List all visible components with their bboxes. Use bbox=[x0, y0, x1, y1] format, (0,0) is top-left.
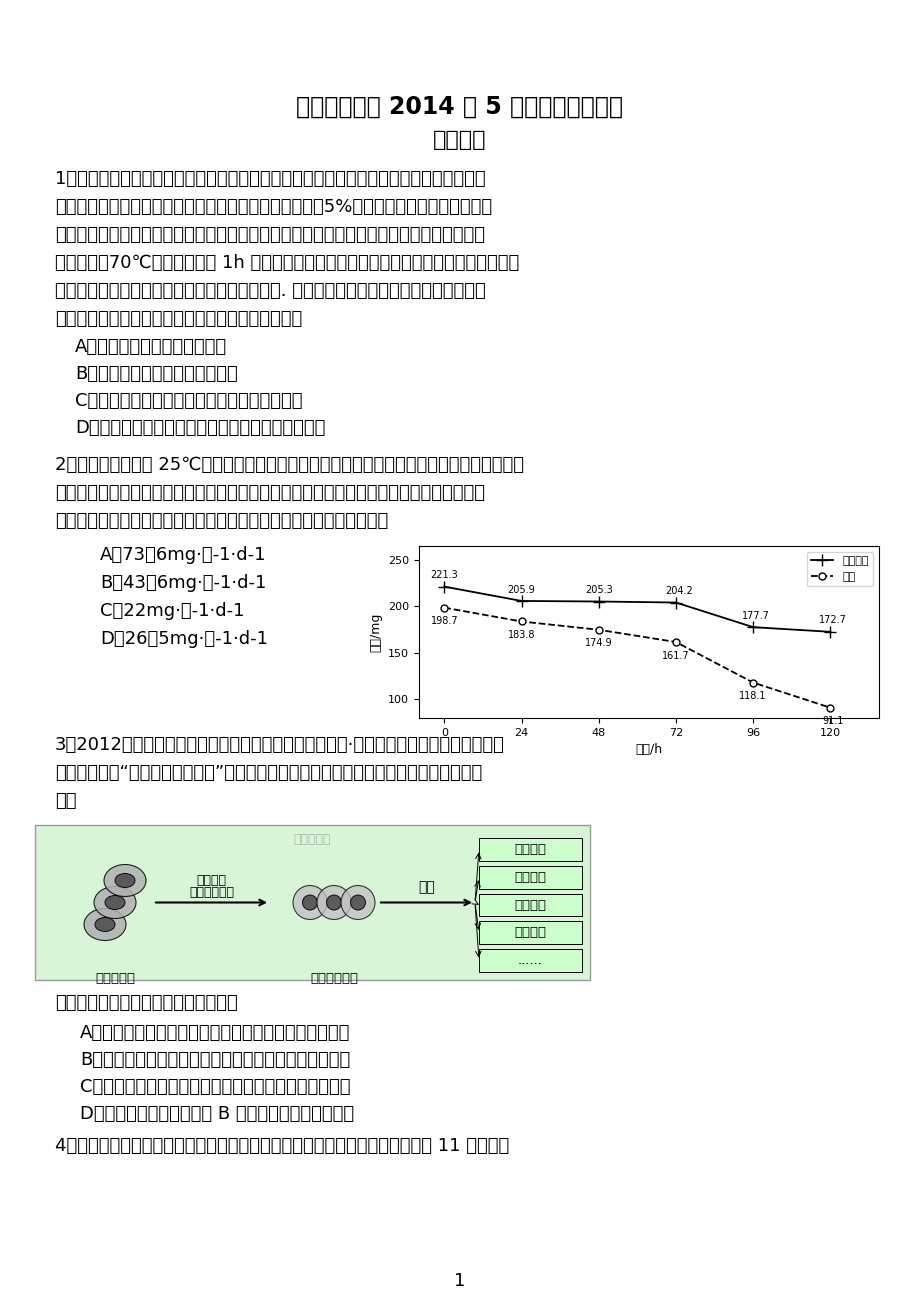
Ellipse shape bbox=[105, 896, 125, 910]
Ellipse shape bbox=[317, 885, 351, 919]
Ellipse shape bbox=[95, 918, 115, 931]
Text: 福建泉港一中 2014 年 5 月高三考前围题卷: 福建泉港一中 2014 年 5 月高三考前围题卷 bbox=[296, 95, 623, 118]
Text: 细胞核重编程: 细胞核重编程 bbox=[188, 887, 233, 900]
Text: 面朝液面，漂浮在液面上，继续放置于暗室里两天，然后把这些叶片放入温水中几分钟后取: 面朝液面，漂浮在液面上，继续放置于暗室里两天，然后把这些叶片放入温水中几分钟后取 bbox=[55, 227, 484, 243]
X-axis label: 时间/h: 时间/h bbox=[634, 743, 662, 756]
Text: 118.1: 118.1 bbox=[739, 691, 766, 702]
Text: 在葡萄糖溶液面上的叶片呈蓝色。推断其原因可能是: 在葡萄糖溶液面上的叶片呈蓝色。推断其原因可能是 bbox=[55, 310, 302, 328]
Ellipse shape bbox=[94, 887, 136, 918]
FancyBboxPatch shape bbox=[35, 825, 589, 980]
FancyBboxPatch shape bbox=[479, 922, 582, 944]
Ellipse shape bbox=[341, 885, 375, 919]
Text: C．22mg·粒-1·d-1: C．22mg·粒-1·d-1 bbox=[100, 602, 244, 620]
Text: 表皮细胞: 表皮细胞 bbox=[514, 842, 546, 855]
Text: 出，再放入70℃的酒精中浸泡 1h 以上。取出叶片放入水中漂洗，再浸入稀磖液中几秒钟后: 出，再放入70℃的酒精中浸泡 1h 以上。取出叶片放入水中漂洗，再浸入稀磖液中几… bbox=[55, 254, 518, 272]
Text: 161.7: 161.7 bbox=[662, 651, 689, 660]
萌发种子 bbox=[670, 595, 681, 611]
Text: 183.8: 183.8 bbox=[507, 630, 535, 641]
萌发种子 bbox=[593, 594, 604, 609]
Text: 1．把带有叶子的枝条插在水中，放置于暗室里两天。用打孔器在取下的叶子上打圆孔。把: 1．把带有叶子的枝条插在水中，放置于暗室里两天。用打孔器在取下的叶子上打圆孔。把 bbox=[55, 171, 485, 187]
Text: 204.2: 204.2 bbox=[664, 586, 692, 596]
Y-axis label: 干重/mg: 干重/mg bbox=[369, 612, 381, 652]
FancyBboxPatch shape bbox=[479, 838, 582, 861]
Text: 1: 1 bbox=[454, 1272, 465, 1290]
Text: 177.7: 177.7 bbox=[742, 611, 769, 621]
Text: C．实验前，叶子已进行了光合作用产生了淠粉: C．实验前，叶子已进行了光合作用产生了淠粉 bbox=[75, 392, 302, 410]
Text: 所得的叶子圆片分为两等份，一份放在水中，另一份放入5%的葡萄糖溶液中，并让叶片背: 所得的叶子圆片分为两等份，一份放在水中，另一份放入5%的葡萄糖溶液中，并让叶片背 bbox=[55, 198, 492, 216]
Text: 图。: 图。 bbox=[55, 792, 76, 810]
萌发种子 bbox=[824, 624, 835, 639]
Text: 心肌细胞: 心肌细胞 bbox=[514, 871, 546, 884]
Legend: 萌发种子, 胚乳: 萌发种子, 胚乳 bbox=[806, 552, 872, 586]
Text: 以表彰他们在“细胞核重编程技术”领域做出的革命性贡献。下图为该技术的操作流程模式: 以表彰他们在“细胞核重编程技术”领域做出的革命性贡献。下图为该技术的操作流程模式 bbox=[55, 764, 482, 783]
Text: 胰岛细胞: 胰岛细胞 bbox=[514, 898, 546, 911]
Text: 198.7: 198.7 bbox=[430, 616, 458, 626]
萌发种子 bbox=[438, 579, 449, 595]
Text: 221.3: 221.3 bbox=[430, 570, 458, 581]
胚乳 bbox=[824, 700, 835, 716]
Text: 高考资源网: 高考资源网 bbox=[293, 833, 331, 846]
Ellipse shape bbox=[104, 865, 146, 897]
FancyBboxPatch shape bbox=[479, 893, 582, 917]
Text: B．干细胞分化形成的表皮细胞中染色体数目发生了变化: B．干细胞分化形成的表皮细胞中染色体数目发生了变化 bbox=[80, 1051, 350, 1069]
Text: ......: ...... bbox=[517, 954, 542, 967]
Text: 205.9: 205.9 bbox=[507, 585, 535, 595]
Text: D．实验时，叶片吸收了葡萄糖，并使之转变为淠粉: D．实验时，叶片吸收了葡萄糖，并使之转变为淠粉 bbox=[75, 419, 325, 437]
FancyBboxPatch shape bbox=[479, 866, 582, 888]
Text: 91.1: 91.1 bbox=[822, 716, 843, 727]
Text: 过程中胚乳的部分营养物质转化成幼苗的组成物质，其最大转化速率为: 过程中胚乳的部分营养物质转化成幼苗的组成物质，其最大转化速率为 bbox=[55, 512, 388, 530]
Ellipse shape bbox=[84, 909, 126, 940]
胚乳 bbox=[593, 622, 604, 638]
Text: 一半直接烘干称重，另一半切取胚乳烘干称重，计算每粒的平均干重，结果如图所示。萌发: 一半直接烘干称重，另一半切取胚乳烘干称重，计算每粒的平均干重，结果如图所示。萌发 bbox=[55, 484, 484, 503]
萌发种子 bbox=[516, 594, 527, 609]
Text: A．73．6mg·粒-1·d-1: A．73．6mg·粒-1·d-1 bbox=[100, 546, 267, 564]
Text: B．实验前，叶子已储藏了葡萄糖: B．实验前，叶子已储藏了葡萄糖 bbox=[75, 365, 237, 383]
Text: 取出，用蒸馏水洗去磖液，观察叶片颜色的变化. 浮在水面上的叶片呈白色或浅黄色，而浮: 取出，用蒸馏水洗去磖液，观察叶片颜色的变化. 浮在水面上的叶片呈白色或浅黄色，而… bbox=[55, 283, 485, 299]
Text: A．干细胞的叶綠体、线粒体、细胞核均具有双层膜结构: A．干细胞的叶綠体、线粒体、细胞核均具有双层膜结构 bbox=[80, 1023, 350, 1042]
Ellipse shape bbox=[292, 885, 326, 919]
Text: 据图推断，以下说法正确的是（　　）: 据图推断，以下说法正确的是（ ） bbox=[55, 993, 237, 1012]
Line: 萌发种子: 萌发种子 bbox=[438, 581, 835, 638]
胚乳 bbox=[670, 634, 681, 650]
Text: A．实验前，叶子已储藏了淠粉: A．实验前，叶子已储藏了淠粉 bbox=[75, 339, 227, 355]
FancyBboxPatch shape bbox=[479, 949, 582, 973]
胚乳 bbox=[438, 600, 449, 616]
Text: 生物试卷: 生物试卷 bbox=[433, 130, 486, 150]
Ellipse shape bbox=[350, 894, 365, 910]
Text: 3．2012年诺贝尔生理学或医学奖被授予英国科学家约翰·格登和日本医学教授山中伸弥，: 3．2012年诺贝尔生理学或医学奖被授予英国科学家约翰·格登和日本医学教授山中伸… bbox=[55, 736, 505, 754]
Ellipse shape bbox=[302, 894, 317, 910]
Text: 多功能干细胞: 多功能干细胞 bbox=[310, 973, 357, 986]
Line: 胚乳: 胚乳 bbox=[440, 604, 833, 711]
Text: 172.7: 172.7 bbox=[818, 616, 846, 625]
Text: 4．四倍体西瓜是用秋水仙素处理二倍体西瓜幼苗形成的，其每个染色体组含有 11 条染色体: 4．四倍体西瓜是用秋水仙素处理二倍体西瓜幼苗形成的，其每个染色体组含有 11 条… bbox=[55, 1137, 509, 1155]
Text: B．43．6mg·粒-1·d-1: B．43．6mg·粒-1·d-1 bbox=[100, 574, 267, 592]
Text: D．干细胞用于治疗因胰岛 B 细胞受损而引起的糖尿病: D．干细胞用于治疗因胰岛 B 细胞受损而引起的糖尿病 bbox=[80, 1105, 354, 1124]
胚乳 bbox=[516, 613, 527, 629]
Text: 2．将玉米种子置于 25℃、黑暗、水分适宜的条件下萌发，每天定时取相同数量的萌发种子，: 2．将玉米种子置于 25℃、黑暗、水分适宜的条件下萌发，每天定时取相同数量的萌发… bbox=[55, 456, 524, 474]
Text: 成年体细胞: 成年体细胞 bbox=[95, 973, 135, 986]
Text: 174.9: 174.9 bbox=[584, 638, 612, 648]
Text: D．26．5mg·粒-1·d-1: D．26．5mg·粒-1·d-1 bbox=[100, 630, 267, 648]
Ellipse shape bbox=[115, 874, 135, 888]
Text: 人工评导: 人工评导 bbox=[197, 874, 226, 887]
Text: C．干细胞分化形成各种类型的细胞体现了细胞的全能性: C．干细胞分化形成各种类型的细胞体现了细胞的全能性 bbox=[80, 1078, 350, 1096]
Text: 神经细胞: 神经细胞 bbox=[514, 926, 546, 939]
Text: 分化: 分化 bbox=[417, 880, 435, 894]
Ellipse shape bbox=[326, 894, 341, 910]
Text: 205.3: 205.3 bbox=[584, 585, 612, 595]
萌发种子 bbox=[747, 620, 758, 635]
胚乳 bbox=[747, 674, 758, 690]
